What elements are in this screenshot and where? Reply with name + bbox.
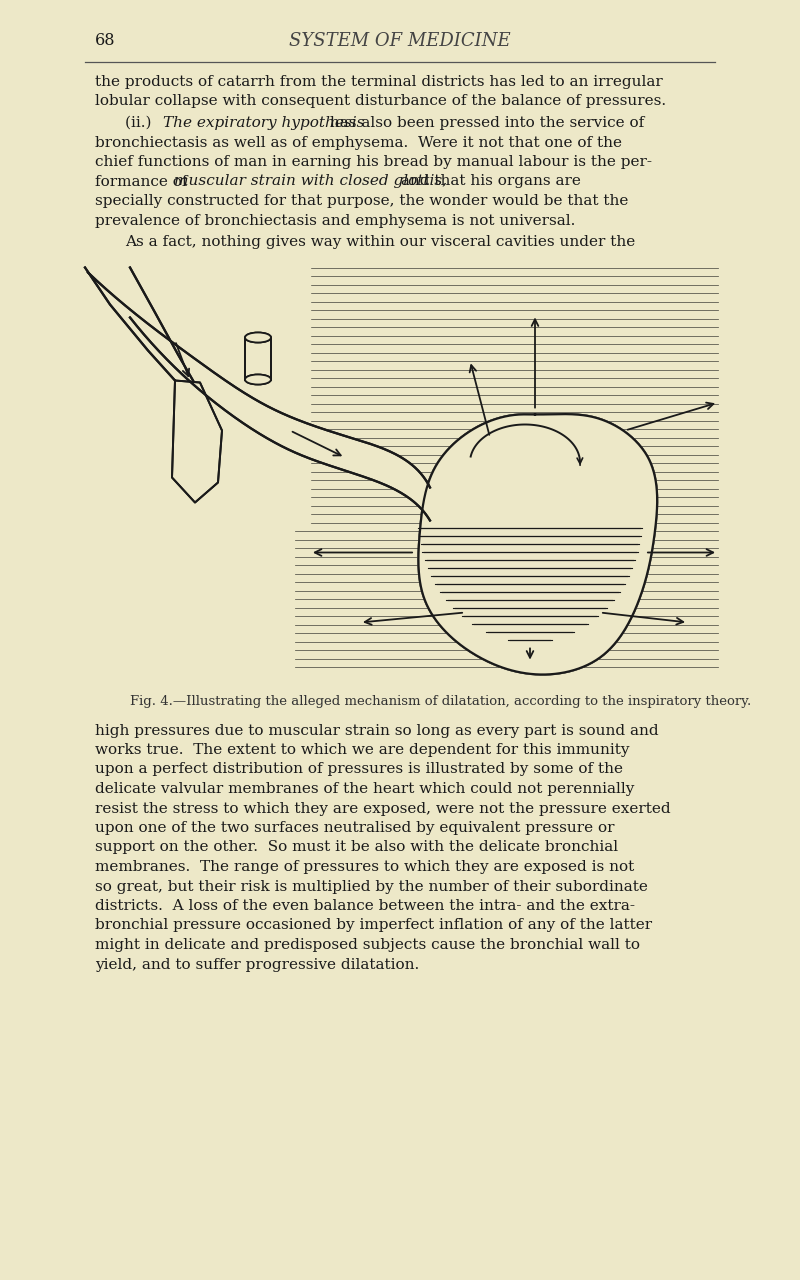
Polygon shape: [88, 273, 430, 521]
Text: 68: 68: [95, 32, 115, 49]
Text: upon a perfect distribution of pressures is illustrated by some of the: upon a perfect distribution of pressures…: [95, 763, 623, 777]
Ellipse shape: [245, 375, 271, 384]
Text: might in delicate and predisposed subjects cause the bronchial wall to: might in delicate and predisposed subjec…: [95, 938, 640, 952]
Ellipse shape: [245, 333, 271, 343]
Text: so great, but their risk is multiplied by the number of their subordinate: so great, but their risk is multiplied b…: [95, 879, 648, 893]
Text: The expiratory hypothesis: The expiratory hypothesis: [163, 116, 365, 131]
Text: resist the stress to which they are exposed, were not the pressure exerted: resist the stress to which they are expo…: [95, 801, 670, 815]
Text: delicate valvular membranes of the heart which could not perennially: delicate valvular membranes of the heart…: [95, 782, 634, 796]
Text: As a fact, nothing gives way within our visceral cavities under the: As a fact, nothing gives way within our …: [125, 236, 635, 250]
Ellipse shape: [245, 333, 271, 343]
Text: (ii.): (ii.): [125, 116, 162, 131]
Text: membranes.  The range of pressures to which they are exposed is not: membranes. The range of pressures to whi…: [95, 860, 634, 874]
Polygon shape: [85, 262, 310, 522]
Polygon shape: [418, 415, 657, 675]
Text: districts.  A loss of the even balance between the intra- and the extra-: districts. A loss of the even balance be…: [95, 899, 635, 913]
Text: prevalence of bronchiectasis and emphysema is not universal.: prevalence of bronchiectasis and emphyse…: [95, 214, 575, 228]
Text: support on the other.  So must it be also with the delicate bronchial: support on the other. So must it be also…: [95, 841, 618, 855]
Text: bronchial pressure occasioned by imperfect inflation of any of the latter: bronchial pressure occasioned by imperfe…: [95, 919, 652, 933]
Text: lobular collapse with consequent disturbance of the balance of pressures.: lobular collapse with consequent disturb…: [95, 95, 666, 109]
Text: works true.  The extent to which we are dependent for this immunity: works true. The extent to which we are d…: [95, 742, 630, 756]
Text: chief functions of man in earning his bread by manual labour is the per-: chief functions of man in earning his br…: [95, 155, 652, 169]
Text: Fig. 4.—Illustrating the alleged mechanism of dilatation, according to the inspi: Fig. 4.—Illustrating the alleged mechani…: [130, 695, 751, 709]
Text: the products of catarrh from the terminal districts has led to an irregular: the products of catarrh from the termina…: [95, 76, 662, 90]
Text: specially constructed for that purpose, the wonder would be that the: specially constructed for that purpose, …: [95, 195, 628, 207]
Polygon shape: [172, 380, 222, 503]
Text: has also been pressed into the service of: has also been pressed into the service o…: [325, 116, 644, 131]
Text: and that his organs are: and that his organs are: [396, 174, 581, 188]
Text: yield, and to suffer progressive dilatation.: yield, and to suffer progressive dilatat…: [95, 957, 419, 972]
Text: SYSTEM OF MEDICINE: SYSTEM OF MEDICINE: [289, 32, 511, 50]
Polygon shape: [418, 415, 657, 675]
Text: upon one of the two surfaces neutralised by equivalent pressure or: upon one of the two surfaces neutralised…: [95, 820, 614, 835]
Text: muscular strain with closed glottis,: muscular strain with closed glottis,: [174, 174, 447, 188]
Text: high pressures due to muscular strain so long as every part is sound and: high pressures due to muscular strain so…: [95, 723, 658, 737]
Polygon shape: [172, 380, 222, 503]
Ellipse shape: [245, 375, 271, 384]
Polygon shape: [88, 273, 430, 521]
Text: formance of: formance of: [95, 174, 192, 188]
Text: bronchiectasis as well as of emphysema.  Were it not that one of the: bronchiectasis as well as of emphysema. …: [95, 136, 622, 150]
